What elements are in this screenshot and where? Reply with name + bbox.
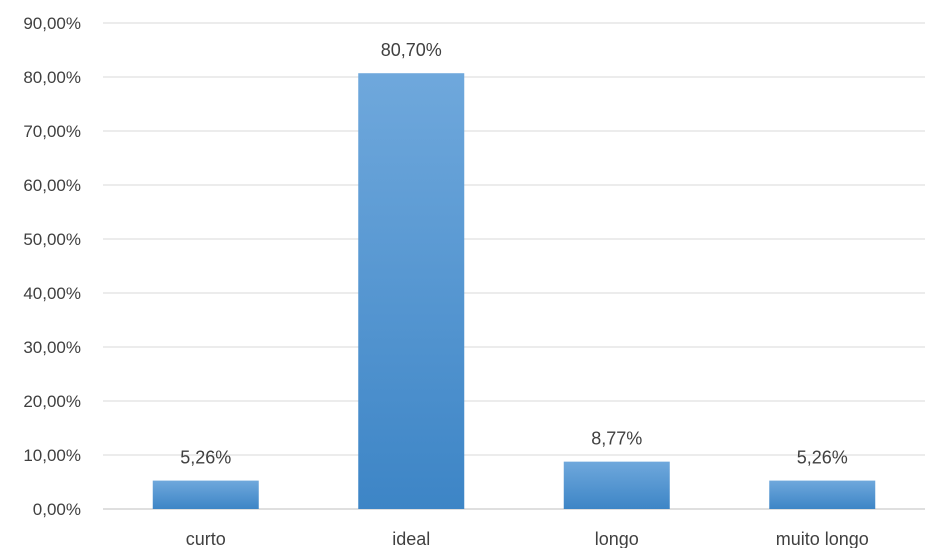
y-tick-label: 60,00% [23, 176, 81, 195]
y-tick-label: 50,00% [23, 230, 81, 249]
bar-curto [152, 480, 259, 509]
bar-muito-longo [769, 480, 876, 509]
category-label: longo [595, 529, 639, 548]
data-label: 8,77% [591, 429, 642, 449]
y-tick-label: 30,00% [23, 338, 81, 357]
y-axis-tick-labels: 0,00% 10,00% 20,00% 30,00% 40,00% 50,00% 60,00… [23, 14, 81, 519]
x-axis-category-labels: curto ideal longo muito longo [186, 529, 869, 548]
y-tick-label: 10,00% [23, 446, 81, 465]
y-tick-label: 40,00% [23, 284, 81, 303]
bar-longo [563, 461, 670, 509]
y-tick-label: 90,00% [23, 14, 81, 33]
category-label: curto [186, 529, 226, 548]
y-tick-label: 0,00% [33, 500, 81, 519]
bars [152, 73, 876, 509]
y-tick-label: 70,00% [23, 122, 81, 141]
gridlines [103, 22, 925, 510]
y-tick-label: 80,00% [23, 68, 81, 87]
data-labels: 5,26% 80,70% 8,77% 5,26% [180, 40, 848, 467]
data-label: 5,26% [797, 448, 848, 468]
data-label: 5,26% [180, 448, 231, 468]
bar-ideal [358, 73, 465, 509]
y-tick-label: 20,00% [23, 392, 81, 411]
category-label: muito longo [776, 529, 869, 548]
category-label: ideal [392, 529, 430, 548]
data-label: 80,70% [381, 40, 442, 60]
